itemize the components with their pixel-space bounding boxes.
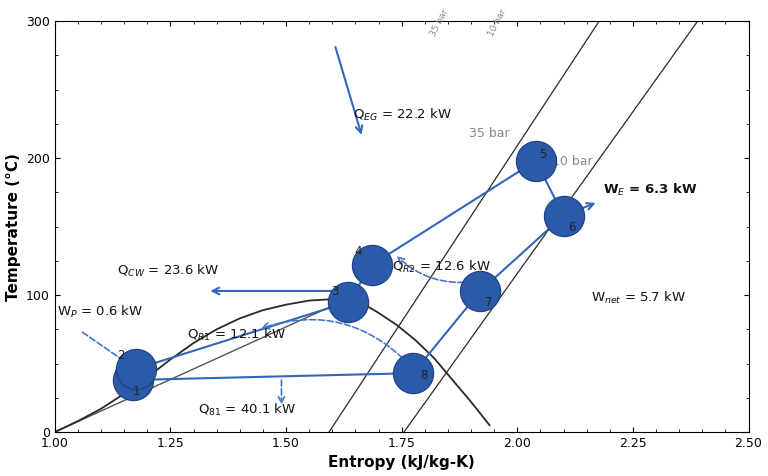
Text: 2: 2 bbox=[117, 349, 124, 362]
Y-axis label: Temperature (°C): Temperature (°C) bbox=[5, 153, 21, 300]
Text: Q$_{CW}$ = 23.6 kW: Q$_{CW}$ = 23.6 kW bbox=[118, 263, 220, 278]
Text: 5: 5 bbox=[539, 148, 546, 161]
Text: W$_E$ = 6.3 kW: W$_E$ = 6.3 kW bbox=[603, 182, 697, 198]
X-axis label: Entropy (kJ/kg-K): Entropy (kJ/kg-K) bbox=[328, 456, 475, 470]
Text: Q$_{R2}$ = 12.6 kW: Q$_{R2}$ = 12.6 kW bbox=[392, 258, 492, 275]
Text: Q$_{81}$ = 40.1 kW: Q$_{81}$ = 40.1 kW bbox=[198, 402, 296, 418]
Text: W$_P$ = 0.6 kW: W$_P$ = 0.6 kW bbox=[57, 304, 144, 320]
Point bbox=[558, 212, 570, 219]
Text: 4: 4 bbox=[354, 245, 362, 258]
Text: 10 bar: 10 bar bbox=[552, 155, 593, 168]
Point bbox=[343, 298, 355, 306]
Point bbox=[127, 376, 140, 384]
Text: 3: 3 bbox=[331, 285, 338, 298]
Point bbox=[407, 369, 419, 377]
Text: Q$_{EG}$ = 22.2 kW: Q$_{EG}$ = 22.2 kW bbox=[353, 107, 452, 122]
Point bbox=[530, 157, 542, 165]
Point bbox=[474, 287, 486, 295]
Text: Q$_{R1}$ = 12.1 kW: Q$_{R1}$ = 12.1 kW bbox=[187, 327, 286, 343]
Point bbox=[130, 365, 142, 373]
Text: W$_{net}$ = 5.7 kW: W$_{net}$ = 5.7 kW bbox=[591, 290, 687, 306]
Text: 10 bar: 10 bar bbox=[487, 7, 508, 38]
Text: 8: 8 bbox=[421, 369, 428, 382]
Text: 6: 6 bbox=[568, 221, 575, 234]
Text: 35 bar: 35 bar bbox=[429, 7, 450, 38]
Point bbox=[366, 261, 378, 269]
Text: 1: 1 bbox=[133, 385, 140, 398]
Text: 35 bar: 35 bar bbox=[468, 127, 509, 140]
Text: 7: 7 bbox=[485, 296, 492, 309]
